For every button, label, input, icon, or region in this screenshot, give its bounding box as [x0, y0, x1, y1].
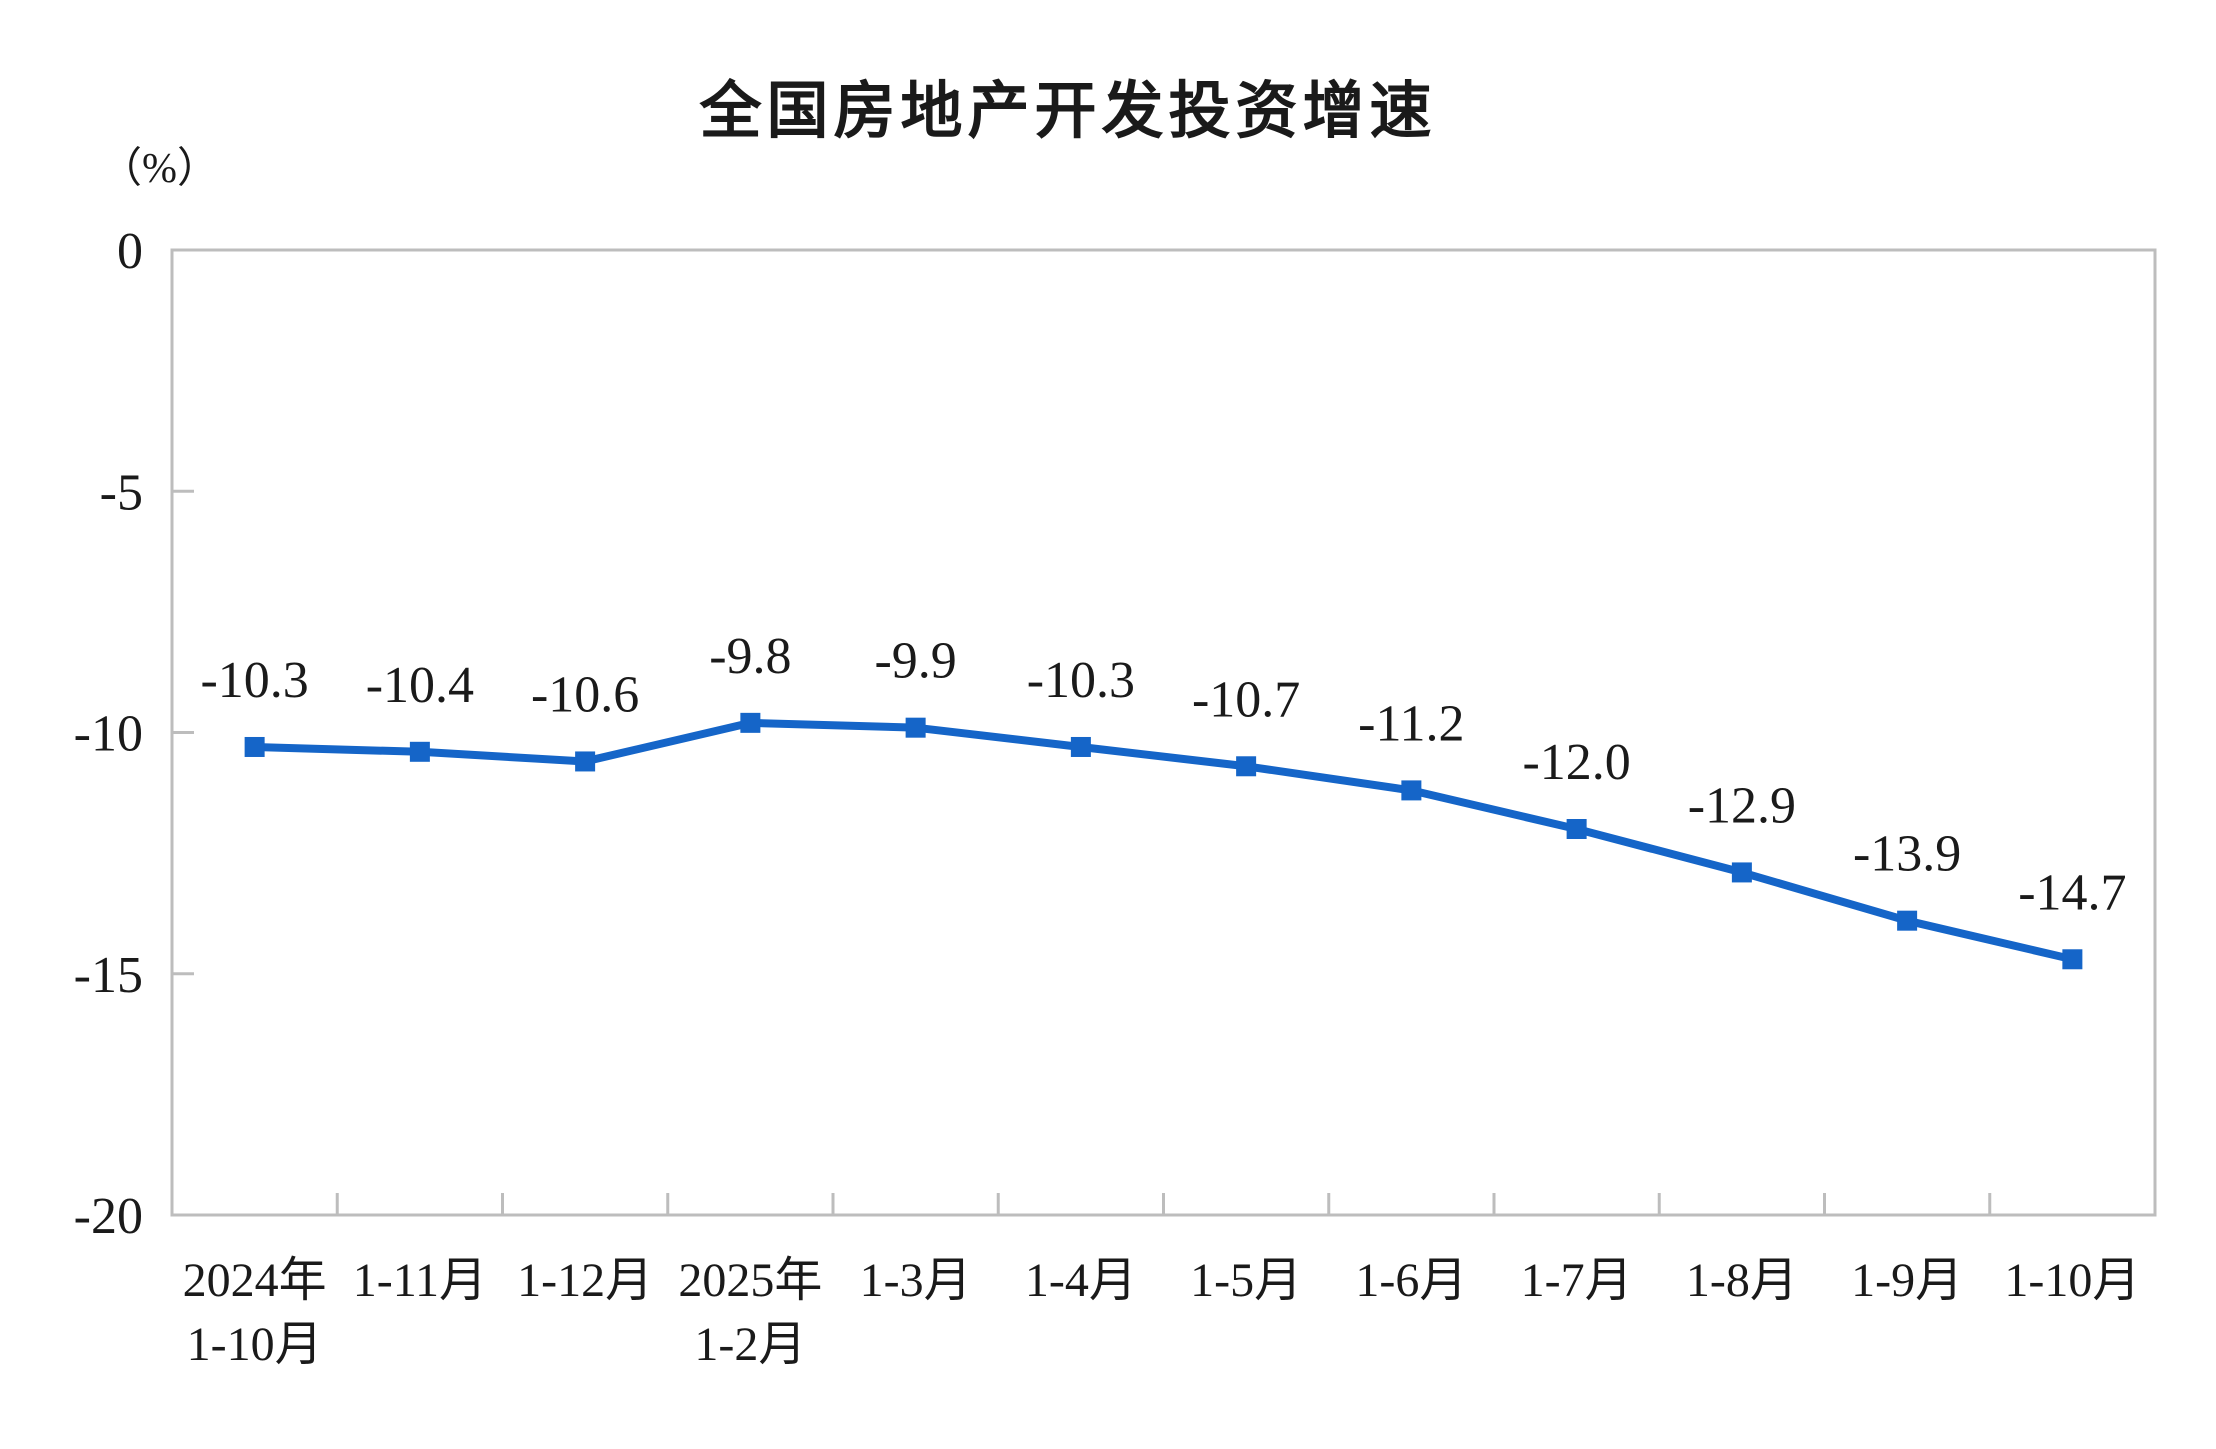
y-axis-tick-label: -20 — [74, 1188, 143, 1245]
y-axis-tick-label: -10 — [74, 706, 143, 763]
y-axis-labels: 0 -5 -10 -15 -20 — [74, 223, 143, 1245]
x-axis-category-label: 1-10月 — [2004, 1254, 2140, 1307]
data-point-label: -9.9 — [874, 633, 956, 690]
data-point-marker — [905, 717, 926, 738]
data-point-label: -12.0 — [1522, 734, 1630, 791]
x-axis-category-label: 1-7月 — [1521, 1254, 1633, 1307]
x-axis-category-label: 1-5月 — [1190, 1254, 1302, 1307]
data-point-label: -10.4 — [366, 657, 474, 714]
data-point-marker — [1897, 910, 1918, 931]
data-point-marker — [1731, 862, 1752, 883]
data-point-label: -12.9 — [1688, 777, 1796, 834]
chart-title: 全国房地产开发投资增速 — [699, 77, 1437, 146]
x-axis-category-label: 1-3月 — [860, 1254, 972, 1307]
x-axis-category-label: 1-10月 — [187, 1318, 323, 1371]
data-point-label: -13.9 — [1853, 826, 1961, 883]
x-axis-category-label: 1-8月 — [1686, 1254, 1798, 1307]
y-axis-tick-label: -15 — [74, 947, 143, 1004]
y-axis-tick-label: -5 — [100, 464, 143, 521]
data-point-labels: -10.3 -10.4 -10.6 -9.8 -9.9 -10.3 -10.7 -11.2 -1… — [200, 628, 2126, 921]
plot-area-border — [170, 248, 2157, 1217]
series-line — [250, 718, 2077, 964]
data-point-marker — [575, 751, 596, 772]
data-point-marker — [1236, 756, 1257, 777]
data-point-marker — [1401, 780, 1422, 801]
data-point-marker — [740, 712, 761, 733]
x-axis-category-label: 1-12月 — [517, 1254, 653, 1307]
y-axis-ticks — [172, 489, 194, 976]
x-axis-labels: 2024年 1-10月 1-11月 1-12月 2025年 1-2月 1-3月 1-4月 1-5… — [183, 1254, 2141, 1371]
y-axis-tick-label: 0 — [117, 223, 143, 280]
x-axis-category-label: 1-6月 — [1355, 1254, 1467, 1307]
data-series — [244, 712, 2083, 970]
x-axis-ticks — [335, 1193, 1992, 1215]
data-point-label: -10.7 — [1192, 671, 1300, 728]
x-axis-category-label: 1-2月 — [694, 1318, 806, 1371]
x-axis-category-label: 1-9月 — [1851, 1254, 1963, 1307]
x-axis-category-label: 1-4月 — [1025, 1254, 1137, 1307]
data-point-marker — [1070, 736, 1091, 757]
x-axis-category-label: 2025年 — [678, 1254, 822, 1307]
x-axis-category-label: 1-11月 — [353, 1254, 487, 1307]
data-point-label: -10.3 — [1027, 652, 1135, 709]
data-point-label: -10.6 — [531, 666, 639, 723]
data-point-label: -10.3 — [200, 652, 308, 709]
y-axis-unit-label: （%） — [100, 146, 219, 192]
data-point-label: -11.2 — [1358, 695, 1464, 752]
data-point-marker — [2062, 949, 2083, 970]
x-axis-category-label: 2024年 — [183, 1254, 327, 1307]
data-point-label: -14.7 — [2018, 864, 2126, 921]
data-point-marker — [244, 736, 265, 757]
data-point-marker — [409, 741, 430, 762]
data-point-label: -9.8 — [709, 628, 791, 685]
data-point-marker — [1566, 819, 1587, 839]
